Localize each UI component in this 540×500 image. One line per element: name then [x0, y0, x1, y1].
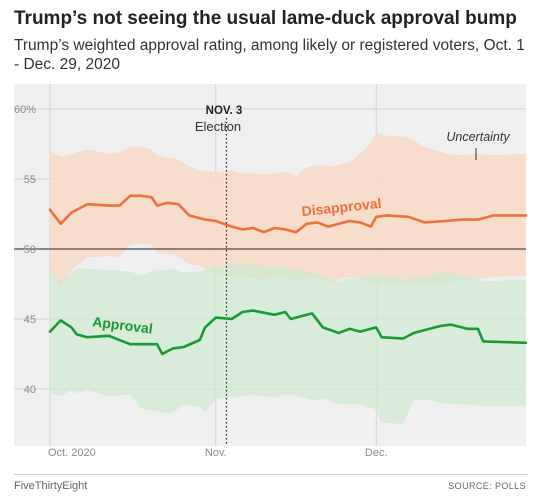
chart-title: Trump’s not seeing the usual lame-duck a…: [14, 8, 517, 29]
x-tick-label: Oct. 2020: [48, 447, 96, 459]
approval-uncertainty-band: [50, 263, 526, 424]
y-tick-label: 40: [24, 384, 36, 396]
source-credit: SOURCE: POLLS: [448, 481, 526, 491]
brand-name: FiveThirtyEight: [14, 480, 88, 492]
election-date-label: NOV. 3: [206, 105, 243, 117]
uncertainty-label: Uncertainty: [446, 130, 510, 144]
y-tick-label: 50: [24, 244, 36, 256]
footer-divider: [14, 474, 528, 475]
approval-series-label: Approval: [92, 313, 154, 336]
y-tick-label: 45: [24, 314, 36, 326]
uncertainty-bands: [50, 132, 526, 424]
y-tick-label: 55: [24, 174, 36, 186]
y-tick-label: 60%: [14, 104, 36, 116]
approval-chart: 60% 55 50 45 40 Oct. 2020 Nov. Dec. NOV. 3 Elec…: [14, 84, 528, 459]
x-tick-label: Nov.: [205, 447, 227, 459]
axes: 60% 55 50 45 40 Oct. 2020 Nov. Dec.: [14, 104, 526, 459]
x-tick-label: Dec.: [365, 447, 388, 459]
election-label: Election: [195, 119, 241, 134]
chart-subtitle: Trump’s weighted approval rating, among …: [14, 37, 525, 73]
series-lines: [48, 194, 528, 356]
disapproval-line: [48, 194, 528, 234]
approval-line: [48, 309, 528, 356]
annotations: NOV. 3 Election Uncertainty Disapproval …: [92, 105, 511, 337]
